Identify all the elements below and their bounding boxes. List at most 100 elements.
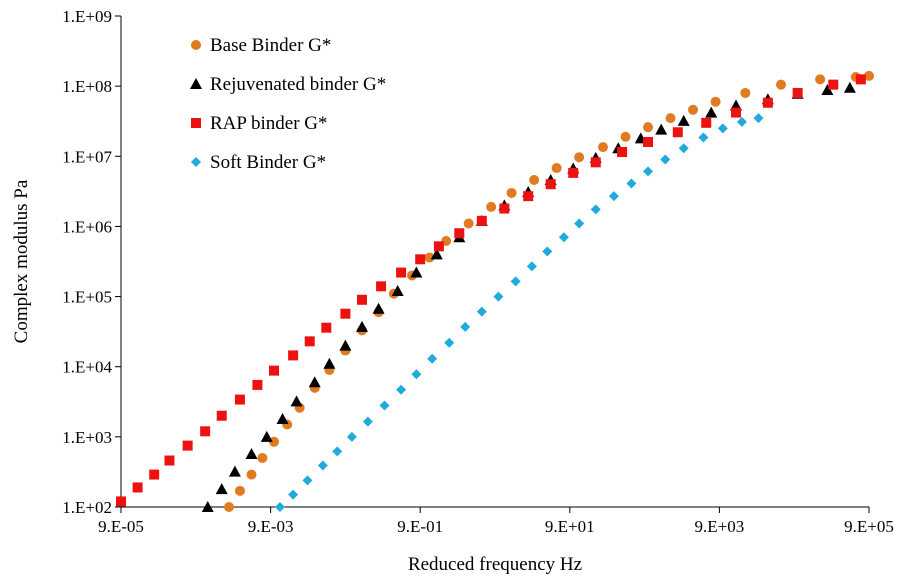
y-tick-label: 1.E+09 xyxy=(62,7,112,26)
base-point xyxy=(574,152,585,163)
y-tick-label: 1.E+08 xyxy=(62,77,112,96)
rap-point xyxy=(396,267,407,278)
base-point xyxy=(463,218,474,229)
rejuvenated-point xyxy=(821,84,834,96)
legend-circle-icon xyxy=(191,40,201,50)
rap-point xyxy=(499,203,510,214)
base-point xyxy=(620,131,631,142)
rap-point xyxy=(730,107,741,118)
soft-point xyxy=(698,132,709,143)
rejuvenated-point xyxy=(355,320,368,332)
rejuvenated-point xyxy=(228,465,241,477)
rejuvenated-point xyxy=(655,123,668,135)
rap-point xyxy=(433,241,444,252)
series-base xyxy=(223,70,874,512)
y-tick-label: 1.E+05 xyxy=(62,288,112,307)
legend-item-rejuvenated: Rejuvenated binder G* xyxy=(190,74,386,95)
rejuvenated-point xyxy=(677,114,690,126)
rejuvenated-point xyxy=(323,357,336,369)
legend-square-icon xyxy=(191,118,201,128)
base-point xyxy=(740,87,751,98)
soft-point xyxy=(608,191,619,202)
rejuvenated-point xyxy=(391,285,404,297)
rap-point xyxy=(356,294,367,305)
rap-point xyxy=(855,74,866,85)
y-tick-label: 1.E+07 xyxy=(62,147,112,166)
rap-point xyxy=(216,410,227,421)
soft-point xyxy=(526,261,537,272)
base-point xyxy=(597,142,608,153)
rap-point xyxy=(132,482,143,493)
rap-point xyxy=(116,496,126,507)
legend-diamond-icon xyxy=(191,157,201,167)
rap-point xyxy=(762,97,773,108)
legend-item-soft: Soft Binder G* xyxy=(191,152,326,173)
base-point xyxy=(710,96,721,107)
rap-point xyxy=(321,322,332,333)
rap-point xyxy=(545,179,556,190)
rap-point xyxy=(304,336,315,347)
rap-point xyxy=(200,426,211,437)
rap-point xyxy=(234,394,245,405)
y-axis: 1.E+02 1.E+03 1.E+04 1.E+05 1.E+06 1.E+07 1.E+… xyxy=(62,7,121,517)
rejuvenated-point xyxy=(430,248,443,260)
soft-point xyxy=(590,204,601,215)
soft-point xyxy=(379,400,390,411)
rap-point xyxy=(672,127,683,138)
series-layer xyxy=(116,70,874,512)
soft-point xyxy=(396,384,407,395)
rejuvenated-point xyxy=(276,412,289,424)
rap-point xyxy=(523,191,534,202)
rap-point xyxy=(149,469,160,480)
rejuvenated-point xyxy=(260,430,273,442)
base-point xyxy=(234,485,245,496)
rap-point xyxy=(269,365,280,376)
x-axis-title: Reduced frequency Hz xyxy=(408,554,582,575)
y-tick-label: 1.E+02 xyxy=(62,498,112,517)
soft-point xyxy=(288,489,299,500)
legend-label: Base Binder G* xyxy=(210,35,331,56)
base-point xyxy=(688,104,699,115)
legend-item-rap: RAP binder G* xyxy=(191,113,328,134)
base-point xyxy=(506,187,517,198)
soft-point xyxy=(510,276,521,287)
rejuvenated-point xyxy=(843,81,856,93)
rap-point xyxy=(454,228,465,239)
soft-point xyxy=(332,446,343,457)
rap-point xyxy=(701,117,712,128)
x-tick-label: 9.E+01 xyxy=(545,517,595,536)
rap-point xyxy=(182,440,193,451)
legend-label: Rejuvenated binder G* xyxy=(210,74,386,95)
rap-point xyxy=(252,379,263,390)
soft-point xyxy=(444,337,455,348)
y-tick-label: 1.E+04 xyxy=(62,358,112,377)
x-tick-label: 9.E-01 xyxy=(397,517,443,536)
series-soft xyxy=(274,113,764,512)
rap-point xyxy=(164,455,175,466)
legend-label: RAP binder G* xyxy=(210,113,328,134)
base-point xyxy=(269,436,280,447)
soft-point xyxy=(678,143,689,154)
base-point xyxy=(223,502,234,512)
base-point xyxy=(486,201,497,212)
x-tick-label: 9.E+03 xyxy=(695,517,745,536)
soft-point xyxy=(643,166,654,177)
x-tick-label: 9.E+05 xyxy=(844,517,894,536)
base-point xyxy=(815,74,826,85)
legend: Base Binder G* Rejuvenated binder G* RAP b… xyxy=(190,35,386,173)
soft-point xyxy=(427,353,438,364)
soft-point xyxy=(736,116,747,127)
plot-area xyxy=(120,16,869,508)
soft-point xyxy=(460,321,471,332)
soft-point xyxy=(362,416,373,427)
soft-point xyxy=(274,502,285,512)
rap-point xyxy=(828,79,839,90)
rap-point xyxy=(617,147,628,158)
soft-point xyxy=(411,369,422,380)
rejuvenated-point xyxy=(339,339,352,351)
soft-point xyxy=(717,123,728,134)
y-tick-label: 1.E+03 xyxy=(62,428,112,447)
x-tick-label: 9.E-05 xyxy=(98,517,144,536)
rejuvenated-point xyxy=(201,501,214,512)
soft-point xyxy=(558,232,569,243)
